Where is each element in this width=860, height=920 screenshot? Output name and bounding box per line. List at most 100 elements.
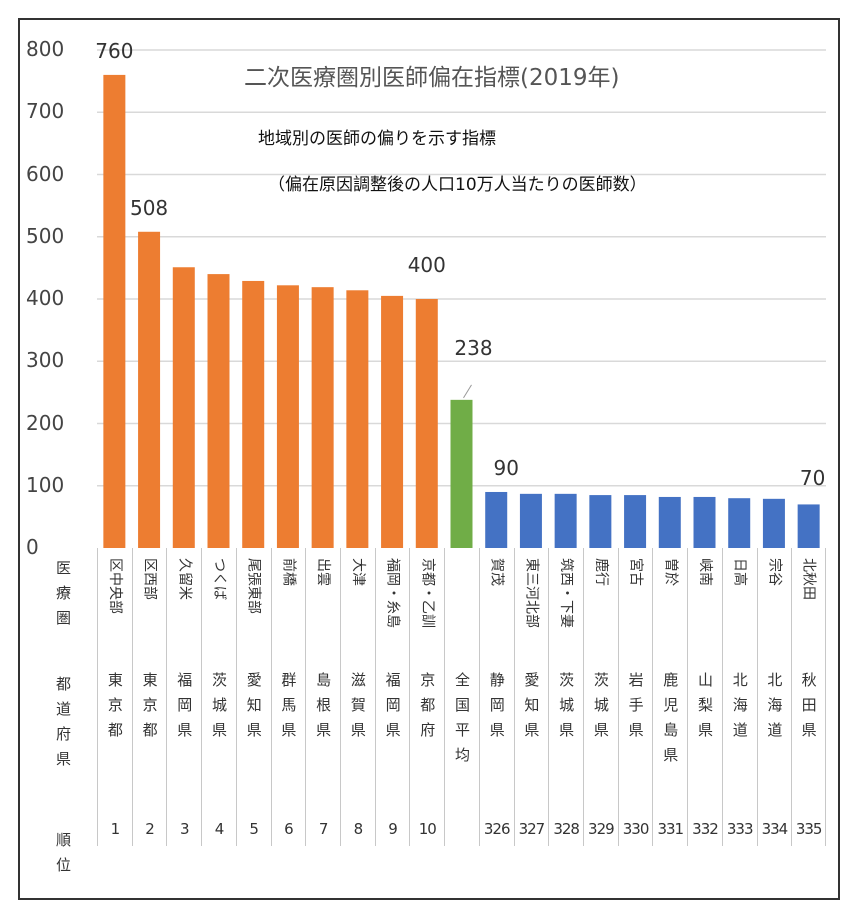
category-column: 京都・乙訓京都府 10: [409, 548, 444, 846]
rank-label: 5: [249, 820, 259, 838]
prefecture-label: 愛知県: [244, 672, 263, 747]
category-column: 東三河北部 愛知県 327: [513, 548, 549, 846]
bar-average: [450, 399, 473, 548]
chart-title: 二次医療圏別医師偏在指標(2019年): [244, 65, 620, 91]
prefecture-label: 滋賀県: [348, 672, 367, 747]
category-column: 大津滋賀県 8: [340, 548, 375, 846]
prefecture-label: 東京都: [105, 672, 124, 747]
bar-bottom: [519, 493, 542, 548]
rank-label: 7: [318, 820, 329, 838]
region-label: 宗谷: [766, 558, 783, 586]
y-tick-label: 700: [26, 99, 65, 124]
region-label: 尾張東部: [245, 558, 262, 614]
chart-subtitle-1: 地域別の医師の偏りを示す指標: [258, 129, 496, 149]
rank-label: 334: [761, 820, 789, 838]
region-label: 前橋: [280, 558, 297, 586]
category-column: 久留米 福岡県 3: [166, 548, 201, 846]
rank-label: 1: [110, 820, 121, 838]
category-column: 峡南山梨県 332: [687, 548, 722, 846]
rank-label: 6: [284, 820, 294, 838]
category-column: 北秋田秋田県 335: [791, 548, 826, 846]
category-column: 宗谷北海道 334: [756, 548, 792, 846]
prefecture-label: 茨城県: [557, 672, 576, 747]
prefecture-label: 福岡県: [175, 672, 194, 747]
bar-top: [103, 74, 126, 549]
rank-label: 331: [657, 820, 684, 838]
rank-label: 10: [418, 820, 437, 838]
bar-top: [311, 287, 334, 548]
data-label: 238: [454, 335, 493, 360]
region-label: 北秋田: [800, 558, 817, 600]
prefecture-label: 東京都: [140, 672, 159, 747]
data-label: 508: [129, 195, 169, 220]
prefecture-label: 茨城県: [210, 672, 228, 747]
region-label: 出雲: [315, 558, 332, 586]
region-label: 峡南: [697, 558, 713, 586]
region-label: 賀茂: [488, 558, 505, 586]
bar-bottom: [554, 493, 577, 548]
category-column: 宮古 岩手県 330: [617, 548, 653, 846]
row-header-rank: 順位: [54, 832, 72, 882]
region-label: 区西部: [141, 558, 158, 600]
bar-bottom: [589, 495, 612, 548]
region-label: 東三河北部: [523, 558, 540, 628]
bar-top: [172, 267, 195, 548]
bar-bottom: [624, 495, 647, 548]
y-tick-label: 800: [26, 37, 65, 61]
data-label: 760: [95, 38, 134, 63]
prefecture-label: 茨城県: [591, 672, 610, 747]
category-column: 尾張東部愛知県 5: [235, 548, 271, 846]
rank-label: 327: [518, 820, 546, 838]
prefecture-label: 北海道: [765, 672, 784, 747]
region-label: 日高: [731, 558, 748, 586]
bar-bottom: [658, 496, 681, 548]
y-tick-label: 0: [26, 535, 39, 559]
region-label: つくば: [211, 558, 227, 600]
bar-top: [276, 285, 299, 548]
row-header-prefecture: 都道府県: [54, 676, 72, 776]
prefecture-label: 秋田県: [799, 672, 818, 747]
category-column: 区中央部 東京都 1: [97, 548, 132, 846]
rank-label: 8: [353, 820, 364, 838]
chart-subtitle-2: （偏在原因調整後の人口10万人当たりの医師数）: [268, 175, 647, 195]
region-label: 鹿行: [592, 558, 609, 586]
rank-label: 335: [795, 820, 823, 838]
bar-bottom: [762, 498, 785, 548]
bar-top: [381, 295, 404, 548]
rank-label: 332: [692, 820, 719, 838]
prefecture-label: 福岡県: [383, 672, 402, 747]
prefecture-label: 静岡県: [487, 672, 506, 747]
prefecture-label: 山梨県: [696, 672, 714, 747]
bar-top: [138, 231, 161, 548]
rank-label: 2: [145, 820, 155, 838]
prefecture-label: 岩手県: [626, 672, 645, 747]
prefecture-label: 鹿児島県: [661, 672, 680, 772]
rank-label: 3: [180, 820, 190, 838]
data-label: 70: [799, 466, 826, 491]
y-tick-label: 300: [26, 348, 65, 373]
row-header-region: 医療圏: [54, 560, 72, 635]
prefecture-label: 京都府: [418, 672, 437, 747]
region-label: 宮古: [627, 558, 644, 586]
data-label: 90: [493, 455, 519, 480]
leader-line: [463, 384, 472, 399]
prefecture-label: 北海道: [730, 672, 749, 747]
region-label: 福岡・糸島: [384, 558, 401, 628]
bar-top: [242, 280, 265, 548]
rank-label: 326: [483, 820, 511, 838]
bar-top: [346, 290, 369, 548]
chart-frame: [18, 18, 840, 900]
region-label: 曽於: [662, 558, 679, 586]
category-column: 前橋群馬県 6: [270, 548, 306, 846]
bar-bottom: [728, 498, 751, 548]
y-tick-label: 400: [26, 286, 65, 310]
category-column: つくば 茨城県 4: [201, 548, 236, 846]
category-column: 出雲 島根県 7: [305, 548, 340, 846]
bar-bottom: [693, 496, 716, 548]
prefecture-label: 群馬県: [279, 672, 298, 747]
category-column: 区西部東京都 2: [131, 548, 167, 846]
rank-label: 329: [588, 820, 615, 838]
region-label: 大津: [349, 558, 366, 586]
region-label: 京都・乙訓: [419, 558, 436, 628]
